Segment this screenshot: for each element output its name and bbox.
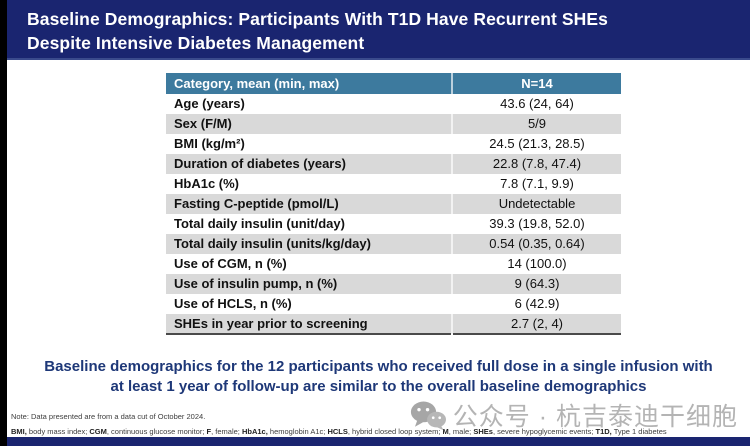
bottom-bar [0, 437, 750, 446]
row-value: Undetectable [451, 194, 621, 214]
row-label: HbA1c (%) [174, 176, 240, 191]
row-value: 6 (42.9) [451, 294, 621, 314]
slide-title-line2: Despite Intensive Diabetes Management [27, 33, 365, 53]
row-label: Duration of diabetes (years) [174, 156, 346, 171]
table-row: Duration of diabetes (years) 22.8 (7.8, 4… [166, 154, 621, 174]
table-header-category: Category, mean (min, max) [166, 73, 452, 94]
abbreviation-term: T1D, [595, 427, 612, 436]
abbreviation-definition: , female; [211, 427, 242, 436]
table-row: Sex (F/M) 5/9 [166, 114, 621, 134]
abbreviation-definition: , hybrid closed loop system; [347, 427, 443, 436]
abbreviation-term: HCLS [327, 427, 348, 436]
row-value: 39.3 (19.8, 52.0) [451, 214, 621, 234]
row-value: 43.6 (24, 64) [451, 94, 621, 114]
row-value: 24.5 (21.3, 28.5) [451, 134, 621, 154]
abbreviation-term: BMI, [11, 427, 27, 436]
row-value: 5/9 [451, 114, 621, 134]
abbreviation-term: F [206, 427, 212, 436]
table-row: Age (years) 43.6 (24, 64) [166, 94, 621, 114]
table-row: Fasting C-peptide (pmol/L) Undetectable [166, 194, 621, 214]
watermark-text: 公众号 · 杭吉泰迪干细胞 [452, 403, 738, 431]
row-label: Use of CGM, n (%) [174, 256, 287, 271]
demographics-table: Category, mean (min, max) N=14 Age (year… [166, 73, 621, 335]
key-statement-line2: at least 1 year of follow-up are similar… [110, 377, 647, 395]
table-row: Use of insulin pump, n (%) 9 (64.3) [166, 274, 621, 294]
row-label: Age (years) [174, 96, 245, 111]
abbreviation-term: CGM [89, 427, 107, 436]
row-label: Total daily insulin (unit/day) [174, 216, 345, 231]
row-value: 9 (64.3) [451, 274, 621, 294]
row-label: Total daily insulin (units/kg/day) [174, 236, 371, 251]
watermark: 公众号 · 杭吉泰迪干细胞 [410, 397, 738, 433]
table-row: BMI (kg/m²) 24.5 (21.3, 28.5) [166, 134, 621, 154]
abbreviation-term: M [442, 427, 449, 436]
row-label: Fasting C-peptide (pmol/L) [174, 196, 339, 211]
table-row: HbA1c (%) 7.8 (7.1, 9.9) [166, 174, 621, 194]
footnote-abbreviations: BMI, body mass index; CGM, continuous gl… [11, 427, 667, 436]
title-bar: Baseline Demographics: Participants With… [7, 0, 750, 60]
abbreviation-definition: Type 1 diabetes [611, 427, 667, 436]
row-value: 7.8 (7.1, 9.9) [451, 174, 621, 194]
abbreviation-definition: , severe hypoglycemic events; [492, 427, 596, 436]
abbreviation-term: HbA1c, [241, 427, 268, 436]
wechat-icon [410, 400, 446, 431]
row-value: 2.7 (2, 4) [451, 314, 621, 334]
abbreviation-definition: , continuous glucose monitor; [106, 427, 207, 436]
row-label: Use of HCLS, n (%) [174, 296, 292, 311]
left-edge-bar [0, 0, 7, 446]
abbreviation-definition: body mass index; [26, 427, 90, 436]
table-row: Total daily insulin (unit/day) 39.3 (19.8… [166, 214, 621, 234]
table-row: Total daily insulin (units/kg/day) 0.54 (… [166, 234, 621, 254]
table-header-row: Category, mean (min, max) N=14 [166, 73, 621, 94]
abbreviation-definition: hemoglobin A1c; [267, 427, 328, 436]
row-value: 14 (100.0) [451, 254, 621, 274]
table-row: Use of CGM, n (%) 14 (100.0) [166, 254, 621, 274]
abbreviation-definition: , male; [448, 427, 474, 436]
abbreviation-term: SHEs [473, 427, 493, 436]
table-row: SHEs in year prior to screening 2.7 (2, 4… [166, 314, 621, 334]
row-label: SHEs in year prior to screening [174, 315, 368, 331]
table-header-n: N=14 [451, 73, 621, 94]
slide-title-line1: Baseline Demographics: Participants With… [27, 9, 608, 29]
row-label: Sex (F/M) [174, 116, 232, 131]
row-value: 0.54 (0.35, 0.64) [451, 234, 621, 254]
row-label: BMI (kg/m²) [174, 136, 245, 151]
footnote-note: Note: Data presented are from a data cut… [11, 412, 206, 421]
table-row: Use of HCLS, n (%) 6 (42.9) [166, 294, 621, 314]
key-statement-line1: Baseline demographics for the 12 partici… [44, 358, 713, 375]
row-value: 22.8 (7.8, 47.4) [451, 154, 621, 174]
row-label: Use of insulin pump, n (%) [174, 276, 338, 291]
key-statement: Baseline demographics for the 12 partici… [7, 357, 750, 396]
